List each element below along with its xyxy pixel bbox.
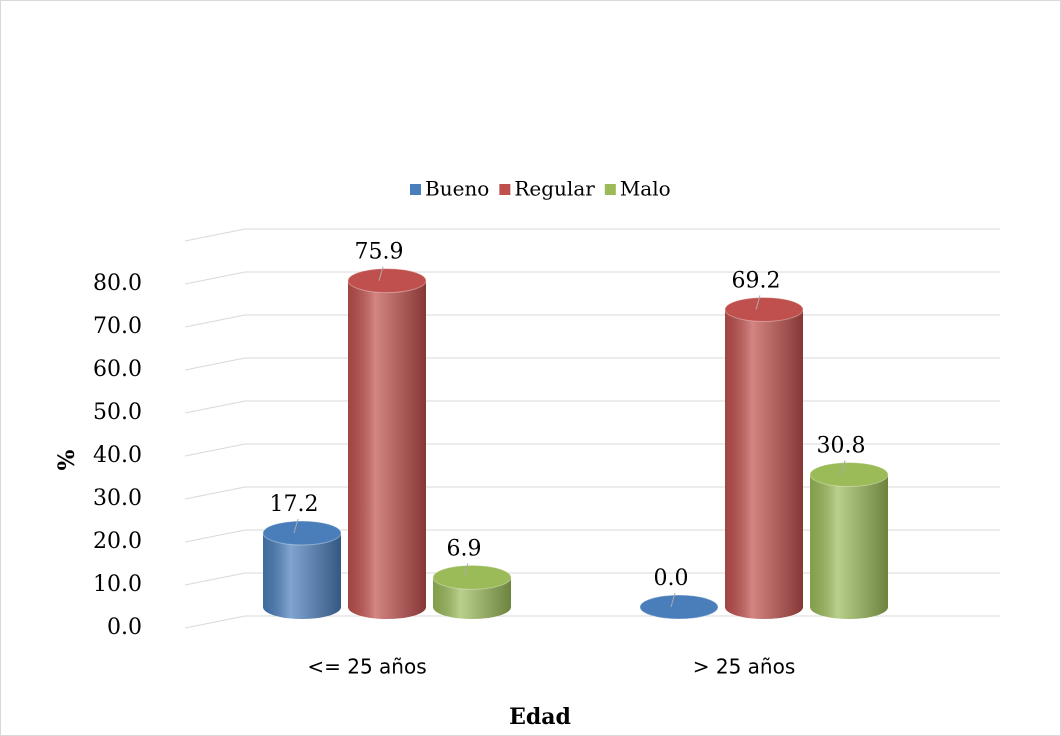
y-tick-label: 80.0 [93,271,142,296]
label-leader [755,295,761,310]
x-tick-label: <= 25 años [307,655,426,679]
cylinder [809,460,889,619]
y-tick-label: 10.0 [93,572,142,597]
value-label: 75.9 [355,240,404,265]
cylinder-top [432,564,512,590]
cylinder-top [809,462,889,488]
cylinder-top [262,520,342,546]
grid-line [184,443,246,457]
cylinder [347,266,427,619]
cylinder [432,563,512,619]
legend-label: Regular [514,177,595,201]
cylinder [262,518,342,619]
axis-wall [184,228,246,242]
value-label: 0.0 [654,566,689,591]
cylinder-shade [810,474,888,619]
cylinder-top [347,268,427,294]
cylinder [639,592,719,620]
label-leader [463,563,469,578]
y-tick-label: 70.0 [93,314,142,339]
legend: Bueno Regular Malo [410,177,671,201]
y-tick-label: 30.0 [93,486,142,511]
value-label: 69.2 [732,268,781,293]
cylinder-top [724,296,804,322]
x-axis-label: Edad [509,704,571,730]
y-tick-label: 40.0 [93,443,142,468]
y-tick-label: 0.0 [107,615,142,640]
legend-label: Bueno [425,177,489,201]
cylinder-top [639,594,719,620]
grid-line [184,572,246,586]
grid-line [184,529,246,543]
legend-swatch [499,184,511,195]
x-tick-label: > 25 años [693,655,796,679]
y-axis-label: % [54,449,80,470]
y-tick-label: 20.0 [93,529,142,554]
grid-line [184,486,246,500]
grid-line [184,615,246,629]
marks: 17.2 75.9 6.9 0.0 69.2 30.8 [262,240,889,620]
grid-line [184,314,246,328]
cylinder-shade [725,309,803,619]
grid-line [184,271,246,285]
cylinder-shade [348,280,426,619]
y-tick-label: 50.0 [93,400,142,425]
label-leader [840,460,846,475]
legend-label: Malo [620,177,671,201]
cylinder-shade [263,533,341,619]
label-leader [293,518,299,534]
value-label: 6.9 [447,536,482,561]
grid-line [184,357,246,371]
label-leader [378,266,384,281]
value-label: 30.8 [817,434,866,459]
legend-swatch [410,184,421,195]
cylinder [724,295,804,619]
grid-line [184,400,246,414]
legend-swatch [604,184,616,195]
y-tick-label: 60.0 [93,357,142,382]
label-leader [670,592,676,608]
value-label: 17.2 [270,492,319,517]
cylinder-shade [433,577,511,619]
